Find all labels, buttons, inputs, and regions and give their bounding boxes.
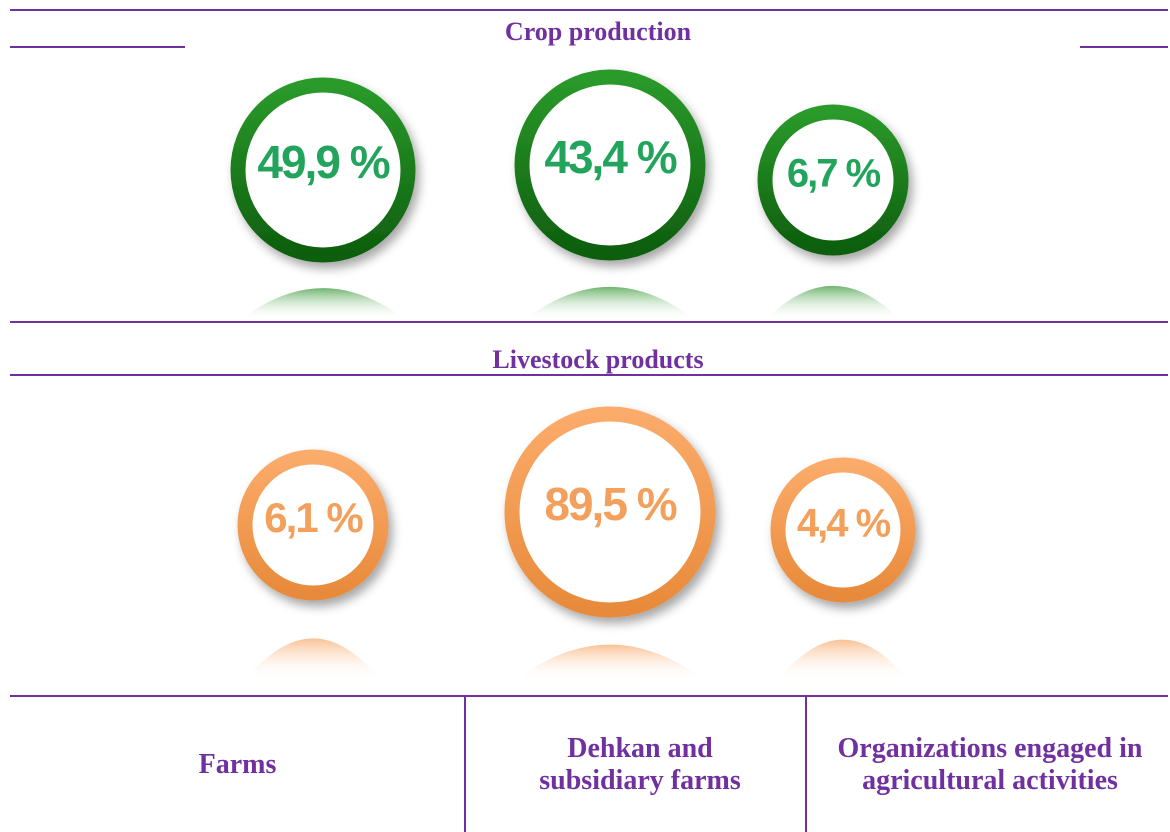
section-title: Crop production (505, 17, 692, 46)
reflection (240, 288, 406, 320)
section-title: Livestock products (492, 345, 703, 374)
percentage: 6,1 % (264, 494, 363, 541)
ring (230, 77, 416, 263)
rules (10, 9, 1168, 832)
percentage: 89,5 % (544, 478, 676, 530)
ring (770, 457, 916, 603)
reflection (515, 644, 705, 680)
reflection (765, 285, 901, 320)
column-label: Organizations engaged in agricultural ac… (837, 732, 1143, 796)
ring (757, 104, 909, 256)
ring (514, 69, 706, 261)
percentage: 6,7 % (787, 152, 881, 196)
reflection (778, 639, 908, 680)
percentage: 43,4 % (544, 131, 676, 183)
percentage: 4,4 % (797, 502, 891, 546)
column-label: Dehkan and subsidiary farms (539, 732, 741, 796)
percentage: 49,9 % (257, 136, 389, 188)
ring (237, 449, 389, 601)
reflection (524, 286, 696, 320)
ring (504, 406, 716, 618)
reflection (245, 638, 381, 680)
column-label: Farms (198, 748, 277, 780)
